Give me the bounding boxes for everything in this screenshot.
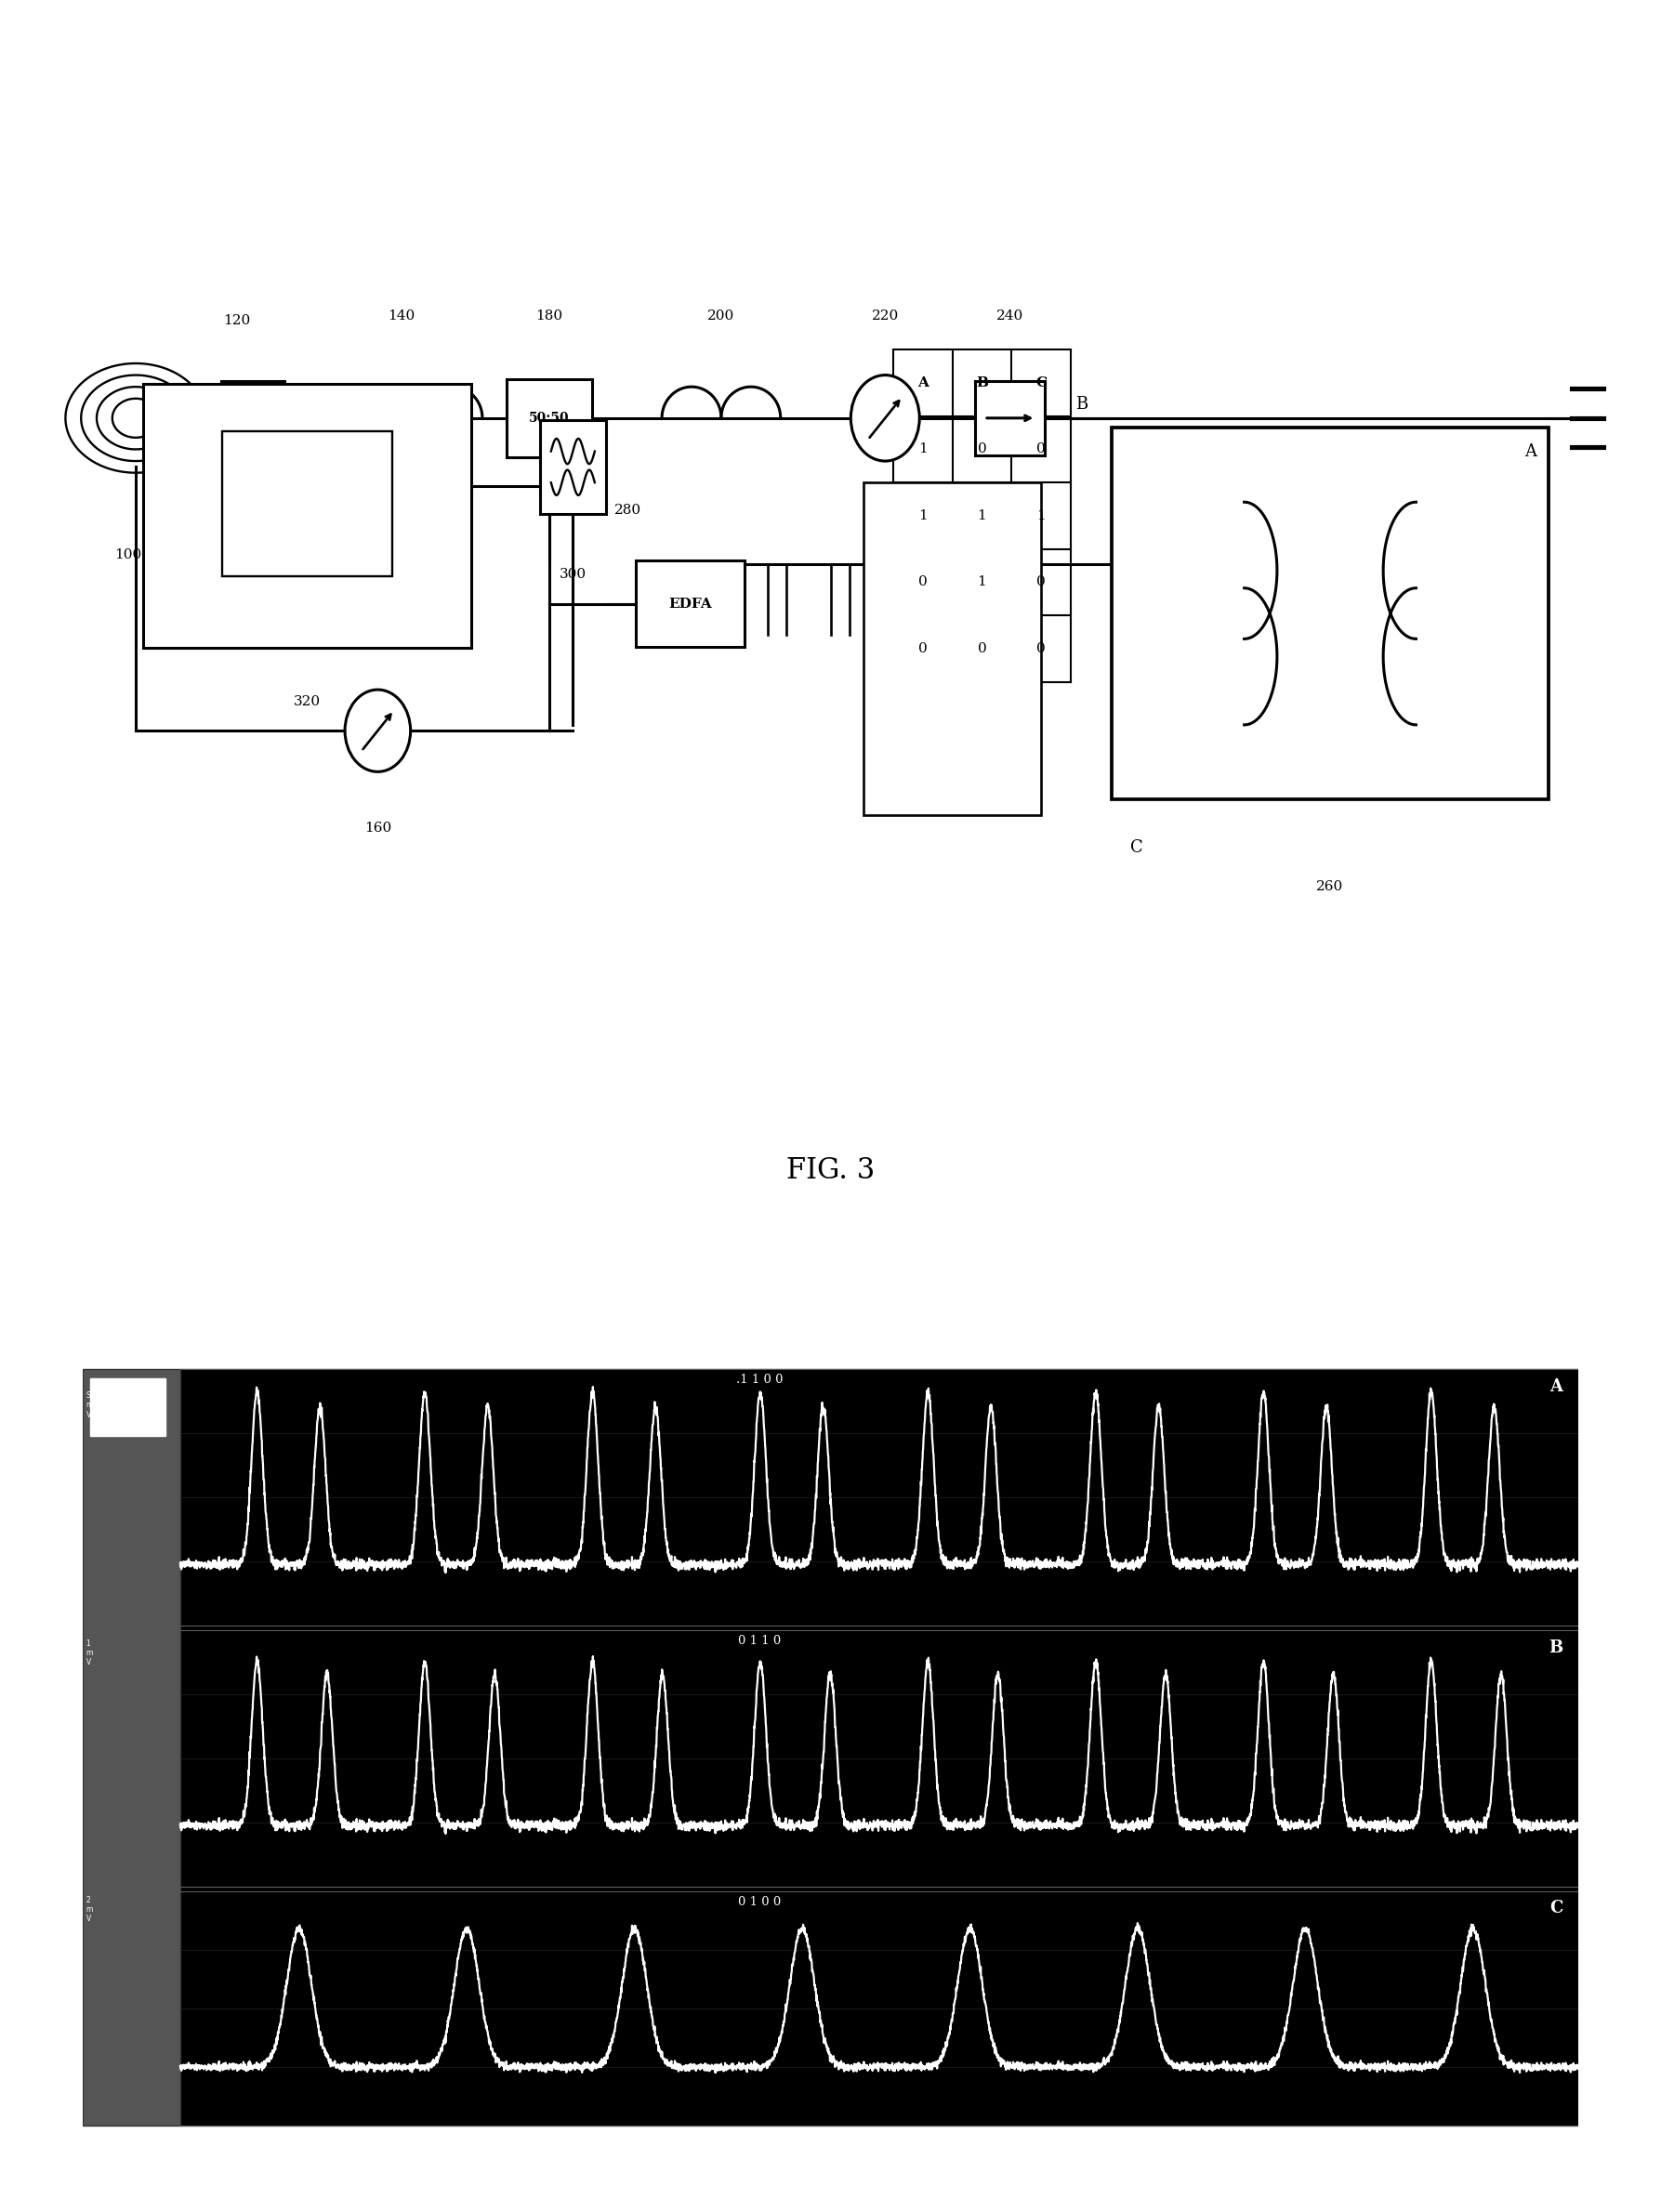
Bar (221, 380, 284, 456)
Text: 260: 260 (1317, 880, 1344, 894)
Circle shape (850, 376, 920, 460)
Bar (91, 1378, 166, 1436)
Text: A: A (1525, 442, 1536, 460)
Text: 2
m
V: 2 m V (86, 1896, 93, 1924)
Text: 1: 1 (977, 575, 987, 588)
Text: 320: 320 (294, 695, 321, 708)
Text: 0: 0 (919, 641, 927, 655)
Text: 120: 120 (224, 314, 251, 327)
Text: 50ps: 50ps (1309, 1329, 1334, 1338)
Bar (83, 1369, 181, 2126)
Text: 0 1 1 0: 0 1 1 0 (737, 1635, 781, 1646)
Text: 0: 0 (1036, 641, 1046, 655)
Bar (1111, 427, 1548, 799)
Text: 37.5ns: 37.5ns (184, 2130, 219, 2139)
Circle shape (345, 690, 410, 772)
Text: 1: 1 (1036, 509, 1046, 522)
Text: 300: 300 (560, 568, 586, 582)
Bar (223, 431, 392, 577)
Text: 50:50: 50:50 (530, 411, 570, 425)
Text: 280: 280 (615, 504, 641, 515)
Bar (540, 420, 606, 513)
Bar (975, 380, 1045, 456)
Bar (143, 385, 472, 648)
Text: 0: 0 (1036, 575, 1046, 588)
Text: 100: 100 (115, 549, 141, 562)
Text: 0 1 0 0: 0 1 0 0 (737, 1896, 781, 1907)
Bar (864, 482, 1041, 814)
Text: 0: 0 (977, 641, 987, 655)
Text: 140: 140 (387, 310, 415, 323)
Text: A: A (917, 376, 928, 389)
Bar (181, 1369, 1578, 2126)
Text: C: C (1129, 841, 1143, 856)
Text: B: B (1076, 396, 1088, 414)
Text: 100ps/div: 100ps/div (857, 2130, 909, 2139)
Text: FIG. 3: FIG. 3 (786, 1157, 875, 1186)
Text: 1: 1 (977, 509, 987, 522)
Text: 200: 200 (708, 310, 734, 323)
Text: S
m
V: S m V (86, 1391, 93, 1420)
Text: B: B (1548, 1639, 1563, 1657)
Text: 0: 0 (1036, 442, 1046, 456)
Text: 220: 220 (872, 310, 899, 323)
Bar (635, 560, 744, 646)
Text: 1
m
V: 1 m V (86, 1639, 93, 1668)
Bar (507, 378, 593, 458)
Text: 160: 160 (364, 823, 392, 834)
Text: EDFA: EDFA (668, 597, 711, 611)
Text: 38.56ns: 38.56ns (1528, 2130, 1571, 2139)
Text: 0: 0 (977, 442, 987, 456)
Text: C: C (1036, 376, 1046, 389)
Text: A: A (1550, 1378, 1563, 1396)
Text: 240: 240 (997, 310, 1023, 323)
Text: .1 1 0 0: .1 1 0 0 (736, 1374, 782, 1385)
Text: C: C (1550, 1900, 1563, 1918)
Text: 180: 180 (537, 310, 563, 323)
Text: 1: 1 (919, 442, 927, 456)
Text: 0: 0 (919, 575, 927, 588)
Text: B: B (977, 376, 988, 389)
Text: 1: 1 (919, 509, 927, 522)
